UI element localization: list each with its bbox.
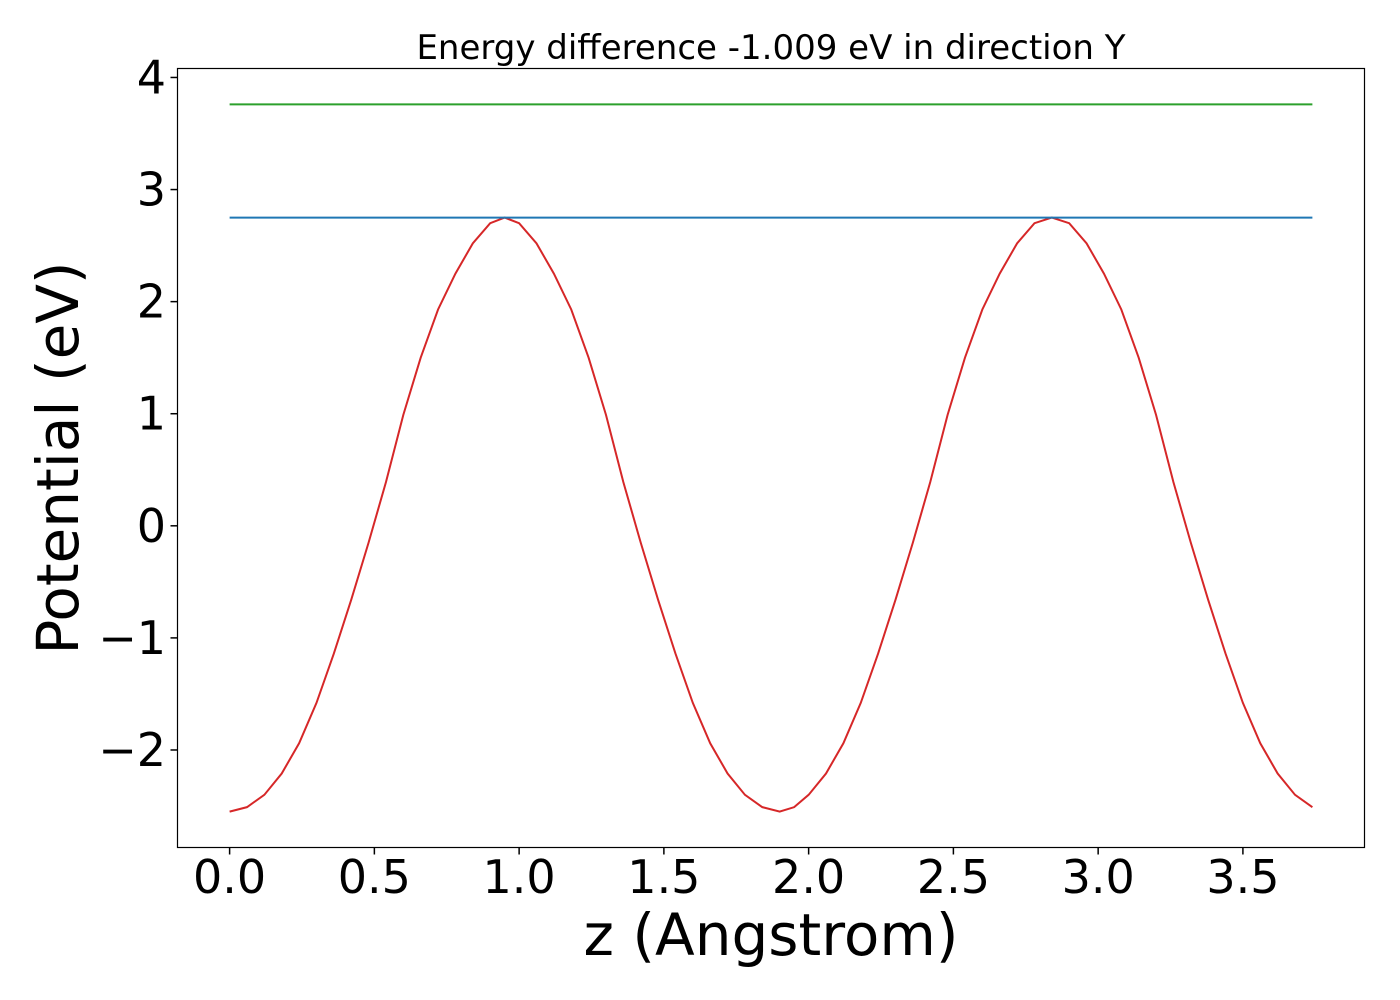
chart-title: Energy difference -1.009 eV in direction… [416,28,1125,68]
x-tick-label: 2.5 [917,850,990,904]
y-tick-label: 2 [137,275,166,329]
x-tick-label: 1.0 [483,850,556,904]
x-tick-label: 1.5 [627,850,700,904]
y-axis: −2 −1 0 1 2 3 4 [98,50,178,777]
x-tick-label: 2.0 [772,850,845,904]
y-tick-label: 0 [137,499,166,553]
y-axis-label: Potential (eV) [24,261,92,654]
y-tick-label: 4 [137,50,166,104]
x-tick-label: 3.0 [1062,850,1135,904]
y-tick-label: 3 [137,163,166,217]
x-tick-label: 3.5 [1206,850,1279,904]
x-tick-label: 0.0 [193,850,266,904]
y-tick-label: 1 [137,387,166,441]
x-axis: 0.0 0.5 1.0 1.5 2.0 2.5 3.0 3.5 [193,847,1279,904]
series-layer [229,103,1313,813]
y-tick-label: −1 [98,611,166,665]
x-axis-label: z (Angstrom) [584,901,959,969]
y-tick-label: −2 [98,723,166,777]
x-tick-label: 0.5 [338,850,411,904]
series-line-1 [229,216,1313,813]
plot-frame [176,67,1366,849]
